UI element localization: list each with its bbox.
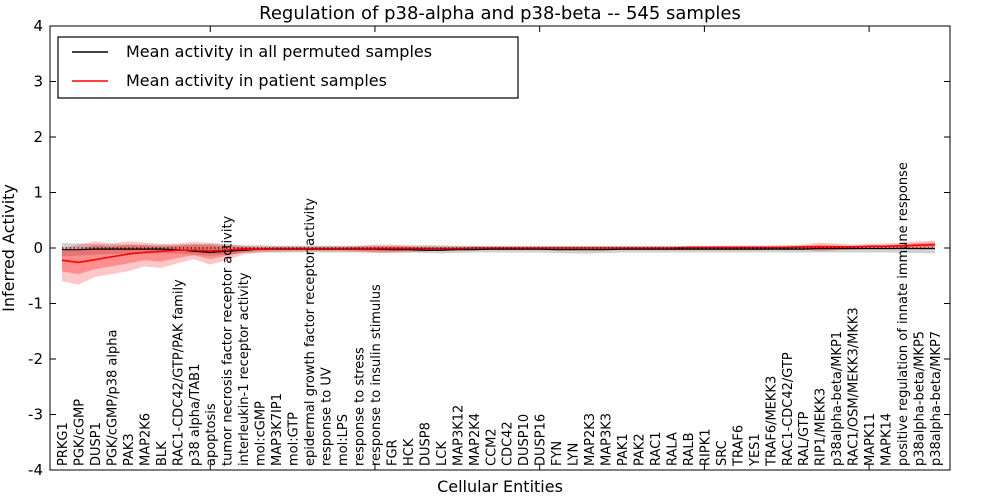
x-tick-label: MAP3K7IP1 <box>270 393 285 466</box>
y-tick-label: 3 <box>33 73 43 91</box>
x-tick-label: CCM2 <box>484 428 499 466</box>
x-tick-label: p38alpha-beta/MKP7 <box>929 331 944 466</box>
x-tick-label: SRC <box>715 440 730 466</box>
x-tick-label: response to stress <box>352 347 367 466</box>
x-tick-label: RIPK1 <box>698 428 713 466</box>
y-tick-label: -1 <box>28 295 43 313</box>
x-tick-label: LCK <box>435 441 450 466</box>
y-tick-label: -2 <box>28 350 43 368</box>
y-tick-label: 1 <box>33 184 43 202</box>
x-tick-label: YES1 <box>748 433 763 467</box>
legend-label-permuted: Mean activity in all permuted samples <box>126 42 432 61</box>
x-tick-label: epidermal growth factor receptor activit… <box>303 198 318 466</box>
x-tick-label: HCK <box>402 438 417 466</box>
patient-samples-range-outer-band <box>62 240 935 285</box>
x-tick-label: CDC42 <box>501 421 516 466</box>
x-tick-label: MAPK14 <box>880 413 895 466</box>
x-tick-label: mol:LPS <box>336 414 351 466</box>
x-tick-label: mol:cGMP <box>254 401 269 466</box>
y-tick-label: -3 <box>28 406 43 424</box>
x-tick-label: PAK1 <box>616 433 631 466</box>
x-tick-label: RALA <box>665 432 680 466</box>
chart-title: Regulation of p38-alpha and p38-beta -- … <box>259 3 741 24</box>
y-axis-label: Inferred Activity <box>0 184 18 312</box>
x-tick-label: PGK/cGMP/p38 alpha <box>105 330 120 466</box>
x-tick-label: TRAF6 <box>731 425 746 467</box>
x-tick-label: MAP2K3 <box>583 413 598 466</box>
x-tick-label: BLK <box>155 441 170 466</box>
x-tick-label: PAK3 <box>122 433 137 466</box>
x-tick-label: response to UV <box>320 367 335 466</box>
x-entity-labels: PRKG1 PGK/cGMP DUSP1 PGK/cGMP/p38 alpha PAK3… <box>56 162 944 467</box>
x-tick-label: MAP2K4 <box>468 413 483 466</box>
x-tick-label: RALB <box>682 432 697 466</box>
x-tick-label: MAP2K6 <box>138 413 153 466</box>
y-tick-label: 0 <box>33 239 43 257</box>
y-tick-label: -4 <box>28 461 43 479</box>
x-tick-label: DUSP10 <box>517 414 532 466</box>
x-tick-label: DUSP16 <box>534 414 549 466</box>
legend-label-patient: Mean activity in patient samples <box>126 71 387 90</box>
x-tick-label: RIP1/MEKK3 <box>814 388 829 466</box>
x-tick-label: RAC1-CDC42/GTP/PAK family <box>171 279 186 466</box>
x-tick-label: tumor necrosis factor receptor activity <box>221 215 236 466</box>
x-tick-label: MAP3K3 <box>600 413 615 466</box>
x-tick-label: LYN <box>567 443 582 466</box>
x-tick-label: PRKG1 <box>56 422 71 466</box>
x-axis-label: Cellular Entities <box>437 477 563 496</box>
x-tick-label: positive regulation of innate immune res… <box>896 162 911 466</box>
y-tick-labels: 4 3 2 1 0 -1 -2 -3 -4 <box>28 17 43 479</box>
x-tick-label: p38alpha-beta/MKP1 <box>830 331 845 466</box>
x-tick-label: PAK2 <box>633 433 648 466</box>
series-line <box>62 247 935 254</box>
x-tick-label: DUSP1 <box>89 422 104 466</box>
x-tick-label: PGK/cGMP <box>72 399 87 466</box>
axes-frame <box>49 25 951 471</box>
x-tick-label: MAPK11 <box>863 413 878 466</box>
x-tick-label: p38 alpha/TAB1 <box>188 364 203 466</box>
y-tick-label: 2 <box>33 128 43 146</box>
legend: Mean activity in all permuted samples Me… <box>57 36 519 99</box>
series-lines <box>61 243 936 264</box>
x-tick-label: RAC1 <box>649 431 664 466</box>
x-tick-label: DUSP8 <box>418 422 433 466</box>
x-tick-label: mol:GTP <box>287 412 302 466</box>
x-tick-label: RAC1/OSM/MEKK3/MKK3 <box>847 307 862 466</box>
series-line <box>61 243 936 264</box>
x-tick-label: FGR <box>385 439 400 466</box>
x-tick-label: MAP3K12 <box>451 405 466 466</box>
x-tick-label: interleukin-1 receptor activity <box>237 272 252 466</box>
x-tick-label: response to insulin stimulus <box>369 284 384 466</box>
y-tick-label: 4 <box>33 17 43 35</box>
x-tick-label: apoptosis <box>204 403 219 466</box>
legend-box <box>57 36 519 99</box>
x-tick-label: TRAF6/MEKK3 <box>764 376 779 467</box>
x-tick-label: RAC1-CDC42/GTP <box>781 352 796 466</box>
x-tick-label: FYN <box>550 441 565 466</box>
x-tick-label: RAL/GTP <box>797 411 812 466</box>
x-tick-label: p38alpha-beta/MKP5 <box>913 331 928 466</box>
